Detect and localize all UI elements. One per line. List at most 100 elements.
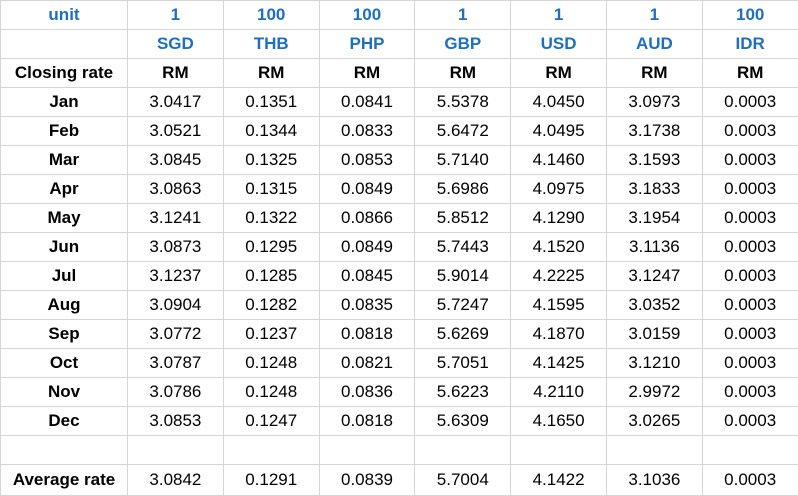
month-label[interactable]: Nov: [1, 378, 128, 407]
average-value-cell[interactable]: 0.1291: [223, 465, 319, 496]
rate-cell[interactable]: 0.1248: [223, 349, 319, 378]
rate-cell[interactable]: 3.1241: [128, 204, 224, 233]
month-label[interactable]: Apr: [1, 175, 128, 204]
rate-cell[interactable]: 0.0003: [702, 320, 798, 349]
rate-cell[interactable]: 0.1315: [223, 175, 319, 204]
rate-cell[interactable]: 0.0003: [702, 204, 798, 233]
currency-symbol-cell[interactable]: RM: [511, 59, 607, 88]
rate-cell[interactable]: 0.0845: [319, 262, 415, 291]
currency-symbol-cell[interactable]: RM: [319, 59, 415, 88]
rate-cell[interactable]: 0.0836: [319, 378, 415, 407]
empty-cell[interactable]: [319, 436, 415, 465]
rate-cell[interactable]: 3.0845: [128, 146, 224, 175]
rate-cell[interactable]: 4.1870: [511, 320, 607, 349]
unit-cell[interactable]: 100: [319, 1, 415, 30]
rate-cell[interactable]: 0.1237: [223, 320, 319, 349]
empty-cell[interactable]: [702, 436, 798, 465]
rate-cell[interactable]: 4.0450: [511, 88, 607, 117]
unit-cell[interactable]: 1: [128, 1, 224, 30]
rate-cell[interactable]: 0.1247: [223, 407, 319, 436]
empty-cell[interactable]: [1, 30, 128, 59]
rate-cell[interactable]: 2.9972: [606, 378, 702, 407]
rate-cell[interactable]: 0.0003: [702, 233, 798, 262]
rate-cell[interactable]: 3.1136: [606, 233, 702, 262]
month-label[interactable]: Oct: [1, 349, 128, 378]
currency-code-cell[interactable]: THB: [223, 30, 319, 59]
unit-cell[interactable]: 1: [511, 1, 607, 30]
rate-cell[interactable]: 0.0003: [702, 262, 798, 291]
rate-cell[interactable]: 0.1325: [223, 146, 319, 175]
rate-cell[interactable]: 5.5378: [415, 88, 511, 117]
rate-cell[interactable]: 0.1344: [223, 117, 319, 146]
average-value-cell[interactable]: 0.0003: [702, 465, 798, 496]
rate-cell[interactable]: 0.0818: [319, 320, 415, 349]
rate-cell[interactable]: 0.0818: [319, 407, 415, 436]
rate-cell[interactable]: 4.1520: [511, 233, 607, 262]
rate-cell[interactable]: 5.6472: [415, 117, 511, 146]
currency-symbol-cell[interactable]: RM: [702, 59, 798, 88]
average-value-cell[interactable]: 4.1422: [511, 465, 607, 496]
rate-cell[interactable]: 3.0873: [128, 233, 224, 262]
rate-cell[interactable]: 4.1595: [511, 291, 607, 320]
rate-cell[interactable]: 0.0841: [319, 88, 415, 117]
rate-cell[interactable]: 3.0521: [128, 117, 224, 146]
unit-cell[interactable]: 100: [223, 1, 319, 30]
rate-cell[interactable]: 0.0003: [702, 378, 798, 407]
month-label[interactable]: Jul: [1, 262, 128, 291]
rate-cell[interactable]: 5.6986: [415, 175, 511, 204]
unit-cell[interactable]: 1: [606, 1, 702, 30]
average-rate-label[interactable]: Average rate: [1, 465, 128, 496]
rate-cell[interactable]: 3.0265: [606, 407, 702, 436]
month-label[interactable]: Jan: [1, 88, 128, 117]
rate-cell[interactable]: 4.1425: [511, 349, 607, 378]
rate-cell[interactable]: 0.1322: [223, 204, 319, 233]
currency-symbol-cell[interactable]: RM: [128, 59, 224, 88]
rate-cell[interactable]: 3.0352: [606, 291, 702, 320]
rate-cell[interactable]: 0.0003: [702, 407, 798, 436]
rate-cell[interactable]: 3.0853: [128, 407, 224, 436]
rate-cell[interactable]: 0.1282: [223, 291, 319, 320]
empty-cell[interactable]: [223, 436, 319, 465]
rate-cell[interactable]: 3.0786: [128, 378, 224, 407]
month-label[interactable]: Dec: [1, 407, 128, 436]
rate-cell[interactable]: 0.0003: [702, 175, 798, 204]
rate-cell[interactable]: 5.6223: [415, 378, 511, 407]
rate-cell[interactable]: 5.6269: [415, 320, 511, 349]
rate-cell[interactable]: 0.0003: [702, 349, 798, 378]
rate-cell[interactable]: 3.0863: [128, 175, 224, 204]
rate-cell[interactable]: 4.1290: [511, 204, 607, 233]
currency-code-cell[interactable]: USD: [511, 30, 607, 59]
rate-cell[interactable]: 3.1593: [606, 146, 702, 175]
currency-code-cell[interactable]: GBP: [415, 30, 511, 59]
rate-cell[interactable]: 3.0787: [128, 349, 224, 378]
rate-cell[interactable]: 3.1247: [606, 262, 702, 291]
average-value-cell[interactable]: 5.7004: [415, 465, 511, 496]
average-value-cell[interactable]: 3.1036: [606, 465, 702, 496]
currency-code-cell[interactable]: SGD: [128, 30, 224, 59]
rate-cell[interactable]: 5.6309: [415, 407, 511, 436]
month-label[interactable]: Aug: [1, 291, 128, 320]
rate-cell[interactable]: 0.0821: [319, 349, 415, 378]
rate-cell[interactable]: 3.0973: [606, 88, 702, 117]
rate-cell[interactable]: 3.0772: [128, 320, 224, 349]
empty-cell[interactable]: [1, 436, 128, 465]
rate-cell[interactable]: 0.0833: [319, 117, 415, 146]
rate-cell[interactable]: 0.0003: [702, 88, 798, 117]
month-label[interactable]: Sep: [1, 320, 128, 349]
rate-cell[interactable]: 4.1460: [511, 146, 607, 175]
rate-cell[interactable]: 5.9014: [415, 262, 511, 291]
rate-cell[interactable]: 4.2110: [511, 378, 607, 407]
rate-cell[interactable]: 3.1833: [606, 175, 702, 204]
rate-cell[interactable]: 0.0853: [319, 146, 415, 175]
rate-cell[interactable]: 3.0904: [128, 291, 224, 320]
closing-rate-label[interactable]: Closing rate: [1, 59, 128, 88]
rate-cell[interactable]: 4.2225: [511, 262, 607, 291]
currency-code-cell[interactable]: PHP: [319, 30, 415, 59]
rate-cell[interactable]: 3.1237: [128, 262, 224, 291]
empty-cell[interactable]: [128, 436, 224, 465]
rate-cell[interactable]: 0.0849: [319, 175, 415, 204]
rate-cell[interactable]: 5.7443: [415, 233, 511, 262]
rate-cell[interactable]: 3.1954: [606, 204, 702, 233]
rate-cell[interactable]: 5.7247: [415, 291, 511, 320]
rate-cell[interactable]: 0.0003: [702, 117, 798, 146]
